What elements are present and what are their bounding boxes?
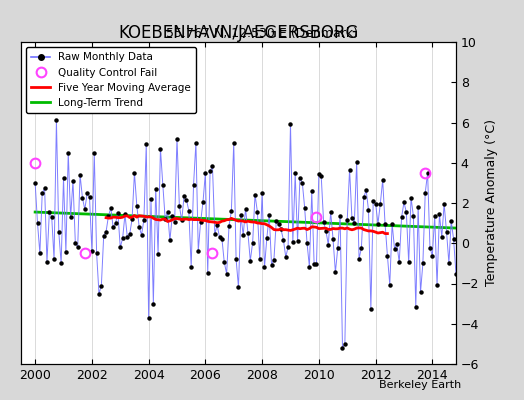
Y-axis label: Temperature Anomaly (°C): Temperature Anomaly (°C): [485, 120, 498, 286]
Legend: Raw Monthly Data, Quality Control Fail, Five Year Moving Average, Long-Term Tren: Raw Monthly Data, Quality Control Fail, …: [26, 47, 196, 113]
Title: KOEBENHAVN/JAEGERSBORG: KOEBENHAVN/JAEGERSBORG: [118, 24, 358, 42]
Text: Berkeley Earth: Berkeley Earth: [379, 380, 461, 390]
Text: 55.767 N, 12.530 E (Denmark): 55.767 N, 12.530 E (Denmark): [166, 28, 358, 40]
